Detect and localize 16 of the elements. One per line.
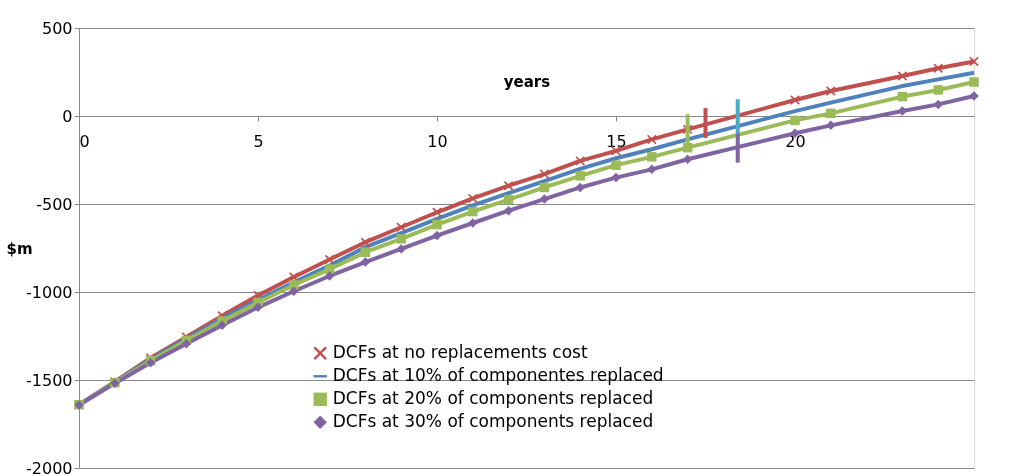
y-tick-label: -1000 — [26, 282, 73, 302]
y-tick-label: -2000 — [26, 458, 73, 475]
x-tick-label: 5 — [253, 131, 264, 151]
x-tick-label: 15 — [606, 131, 627, 151]
x-axis-title: years — [503, 72, 551, 91]
y-tick-label: 500 — [41, 18, 73, 38]
y-tick-label: 0 — [62, 106, 73, 126]
legend-label: DCFs at 30% of components replaced — [332, 411, 654, 432]
x-tick-label: 10 — [427, 131, 448, 151]
y-axis-title: $m — [6, 240, 33, 259]
legend-label: DCFs at no replacements cost — [332, 342, 588, 363]
y-tick-label: -500 — [36, 194, 73, 214]
legend-label: DCFs at 10% of componentes replaced — [332, 365, 664, 386]
x-tick-label: 0 — [79, 131, 90, 151]
legend-label: DCFs at 20% of components replaced — [332, 388, 654, 409]
y-tick-label: -1500 — [26, 370, 73, 390]
